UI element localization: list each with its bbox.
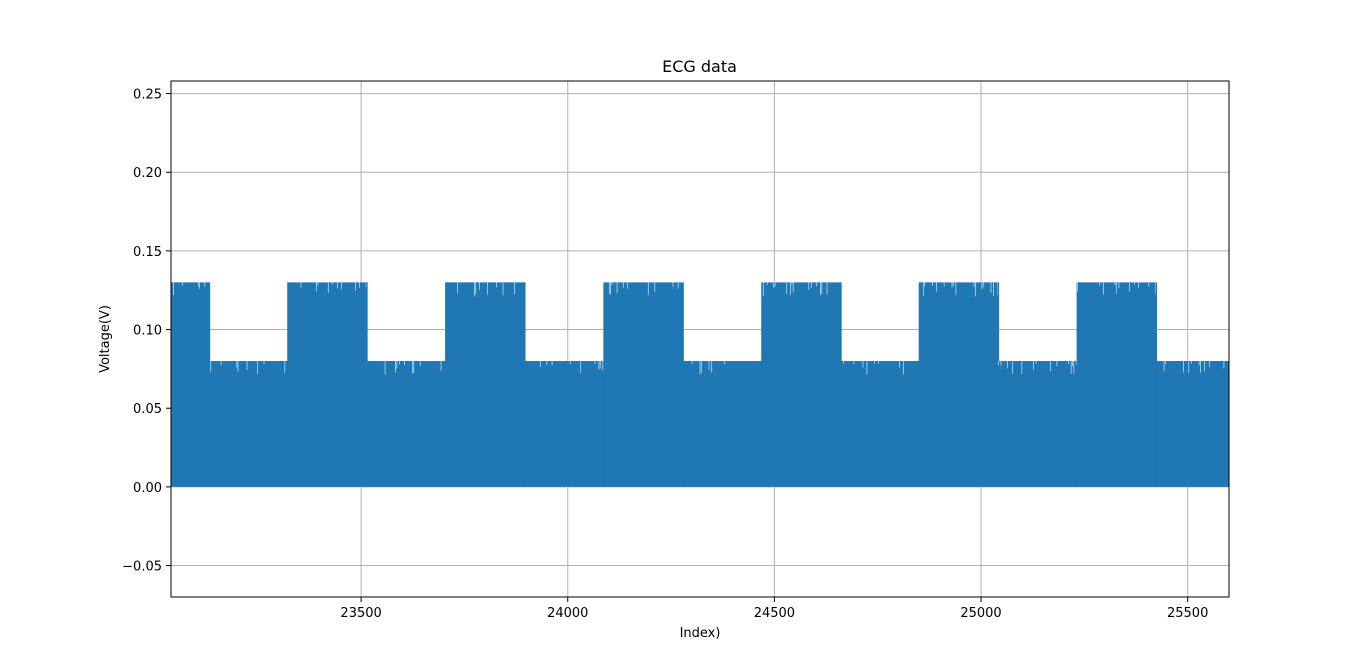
signal-band [445, 282, 525, 487]
x-axis: 23500 24000 24500 25000 25500 [340, 597, 1208, 621]
signal-band [171, 282, 210, 487]
signal-band [1156, 361, 1229, 487]
y-axis: −0.05 0.00 0.05 0.10 0.15 0.20 0.25 [122, 88, 171, 575]
signal-dips [210, 361, 286, 375]
x-tick-label: 25500 [1167, 606, 1208, 621]
signal-dips [843, 361, 904, 375]
signal-band [683, 361, 762, 487]
plot-area [170, 80, 1230, 598]
signal-band [604, 282, 684, 487]
x-tick-label: 24000 [547, 606, 588, 621]
signal-band [524, 361, 605, 487]
signal-dips [608, 282, 679, 296]
signal-dips [173, 282, 206, 296]
chart-title: ECG data [662, 57, 737, 76]
signal-dips [923, 282, 998, 297]
signal-band [287, 282, 367, 487]
signal-dips [998, 361, 1077, 374]
y-tick-label: 0.00 [133, 481, 162, 496]
y-tick-label: −0.05 [122, 560, 162, 575]
signal-dips [384, 361, 442, 375]
signal-band [1077, 282, 1157, 487]
signal-band [840, 361, 920, 487]
signal-band [998, 361, 1078, 487]
signal-dips [1163, 361, 1225, 373]
signal-band [366, 361, 446, 487]
ecg-series [171, 282, 1229, 487]
y-tick-label: 0.05 [133, 402, 162, 417]
y-tick-label: 0.10 [133, 324, 162, 339]
y-tick-label: 0.25 [133, 88, 162, 103]
y-tick-label: 0.15 [133, 245, 162, 260]
x-tick-label: 25000 [960, 606, 1001, 621]
signal-band [919, 282, 999, 487]
series-line [171, 282, 1229, 487]
x-tick-label: 24500 [754, 606, 795, 621]
y-axis-label: Voltage(V) [98, 305, 113, 373]
signal-dips [691, 361, 726, 375]
signal-dips [540, 361, 604, 374]
x-axis-label: Index) [680, 626, 721, 641]
x-tick-label: 23500 [340, 606, 381, 621]
signal-dips [300, 282, 367, 293]
signal-dips [1076, 282, 1156, 295]
plot-frame [170, 80, 1230, 598]
signal-band [761, 282, 841, 487]
signal-dips [762, 282, 828, 296]
signal-band [209, 361, 288, 487]
y-tick-label: 0.20 [133, 166, 162, 181]
signal-dips [457, 282, 516, 297]
